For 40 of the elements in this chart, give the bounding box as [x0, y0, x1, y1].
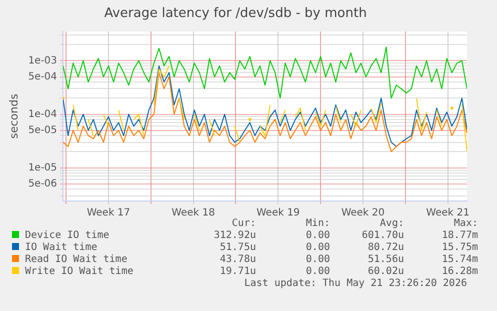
- y-tick-label: 1e-03: [28, 55, 58, 66]
- y-axis-title: seconds: [7, 94, 20, 139]
- text: 15.75m: [440, 242, 478, 254]
- text: Last update: Thu May 21 23:26:20 2026: [243, 278, 468, 290]
- text: 80.72u: [366, 242, 404, 254]
- x-tick-label: Week 19: [256, 208, 300, 219]
- y-tick-label: 5e-06: [28, 178, 58, 190]
- text: 60.02u: [366, 266, 404, 278]
- x-tick-label: Week 17: [86, 208, 130, 219]
- legend-label: Device IO time: [24, 230, 110, 242]
- legend-label: Read IO Wait time: [24, 254, 128, 266]
- text: 19.71u: [218, 266, 256, 278]
- legend-label: IO Wait time: [24, 242, 98, 254]
- text: 312.92u: [212, 230, 256, 242]
- text: Min:: [304, 218, 330, 230]
- text: 43.78u: [218, 254, 256, 266]
- text: 15.74m: [440, 254, 478, 266]
- legend-label: Write IO Wait time: [24, 266, 134, 278]
- text: 0.00: [304, 242, 330, 254]
- point: [450, 106, 454, 110]
- x-tick-label: Week 20: [341, 208, 385, 219]
- text: 51.56u: [366, 254, 404, 266]
- x-tick-label: Week 21: [426, 208, 470, 219]
- point: [248, 118, 252, 121]
- text: Max:: [452, 218, 478, 230]
- text: 0.00: [304, 254, 330, 266]
- text: 16.28m: [440, 266, 478, 278]
- y-tick-label: 5e-04: [28, 71, 58, 82]
- chart-title: Average latency for /dev/sdb - by month: [104, 6, 367, 22]
- text: 0.00: [304, 266, 330, 278]
- text: 601.70u: [360, 230, 404, 242]
- y-tick-label: 1e-04: [28, 108, 58, 120]
- x-tick-label: Week 18: [172, 208, 215, 219]
- text: 18.77m: [440, 230, 478, 242]
- text: 51.75u: [218, 242, 256, 254]
- y-tick-label: 5e-05: [28, 124, 58, 136]
- y-tick-label: 1e-05: [28, 162, 58, 174]
- text: Cur:: [230, 218, 256, 230]
- text: 0.00: [304, 230, 330, 242]
- text: Avg:: [378, 218, 404, 230]
